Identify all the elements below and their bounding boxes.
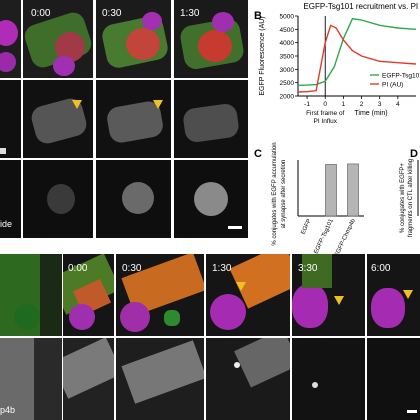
- arrowhead-icon: [236, 282, 246, 291]
- panel-a-egfp-t2: [96, 80, 171, 158]
- arrowhead-icon: [153, 100, 163, 109]
- scale-bar: [407, 410, 417, 413]
- panel-d-chart: % conjugates with EGFP+ fragments on CTL …: [400, 159, 419, 237]
- timepoint-label: 0:00: [31, 8, 51, 19]
- panel-a-merge-t1: 0:00: [23, 0, 93, 78]
- x-axis-label: Time (min): [354, 110, 387, 117]
- x-tick-label: EGFP: [300, 218, 312, 235]
- first-frame-label: First frame of: [306, 110, 344, 117]
- panel-e-gray-t4: [292, 338, 365, 420]
- first-frame-label: PI Influx: [313, 118, 337, 125]
- panel-a-pi-t2: [96, 160, 171, 238]
- row-label-fragment: [0, 148, 6, 154]
- timepoint-label: 0:00: [68, 263, 88, 274]
- y-tick-label: 3500: [280, 54, 295, 61]
- panel-e-gray-t2: [116, 338, 204, 420]
- y-tick-label: 3000: [280, 67, 295, 74]
- series-line-pi: [297, 24, 417, 93]
- x-tick-label: 3: [378, 101, 382, 108]
- bar: [347, 163, 359, 217]
- panel-a-pi-pre: ide: [0, 160, 21, 238]
- panel-b-chart: EGFP-Tsg101 recruitment vs. PI in2000250…: [259, 2, 420, 125]
- x-tick-label: EGFP-Chmp4b: [334, 218, 357, 258]
- timepoint-label: 0:30: [102, 8, 122, 19]
- timepoint-label: 3:30: [298, 263, 318, 274]
- panel-e-merge-t2: 0:30: [116, 254, 204, 336]
- panel-e-merge-t1: 0:00: [63, 254, 114, 336]
- panel-a-merge-pre: [0, 0, 21, 78]
- panel-e-merge-t5: 6:00: [367, 254, 420, 336]
- panel-e-gray-t5: [367, 338, 420, 420]
- panel-b-letter: B: [254, 10, 262, 22]
- timepoint-label: 6:00: [371, 263, 391, 274]
- panel-e-gray-t3: [206, 338, 290, 420]
- y-axis-label: fragments on CTL after killing: [408, 159, 414, 237]
- panel-e-gray-pre: p4b: [0, 338, 62, 420]
- panel-a-egfp-t3: [174, 80, 248, 158]
- x-tick-label: 0: [323, 101, 327, 108]
- legend-label: PI (AU): [382, 82, 403, 89]
- chart-title: EGFP-Tsg101 recruitment vs. PI in: [303, 2, 420, 11]
- panel-a-pi-t3: [174, 160, 248, 238]
- row-label-fragment: ide: [0, 219, 13, 229]
- x-tick-label: 2: [360, 101, 364, 108]
- panel-d-letter: D: [410, 148, 418, 160]
- timepoint-label: 1:30: [212, 263, 232, 274]
- panel-a-egfp-pre: [0, 80, 21, 158]
- panel-e-merge-pre: [0, 254, 62, 336]
- panel-a-merge-t3: 1:30: [174, 0, 248, 78]
- panel-a-pi-t1: [23, 160, 93, 238]
- y-axis-label: EGFP Fluorescence (AU): [259, 16, 266, 95]
- y-tick-label: 4000: [280, 40, 295, 47]
- panel-c-letter: C: [254, 148, 262, 160]
- panel-c-chart: % conjugates with EGFP accumulation at sy…: [272, 142, 364, 258]
- bar: [325, 164, 337, 217]
- y-axis-label: % conjugates with EGFP accumulation: [272, 142, 278, 245]
- scale-bar: [228, 226, 242, 229]
- legend-label: EGFP-Tsg101: [382, 73, 420, 80]
- panel-a-merge-t2: 0:30: [96, 0, 171, 78]
- panel-e-merge-t3: 1:30: [206, 254, 290, 336]
- x-tick-label: 4: [396, 101, 400, 108]
- x-tick-label: -1: [304, 101, 310, 108]
- timepoint-label: 0:30: [122, 263, 142, 274]
- arrowhead-icon: [334, 296, 344, 305]
- panel-e-gray-t1: [63, 338, 114, 420]
- timepoint-label: 1:30: [180, 8, 200, 19]
- y-tick-label: 5000: [280, 14, 295, 21]
- row-label-fragment: p4b: [0, 405, 16, 415]
- y-tick-label: 2500: [280, 80, 295, 87]
- y-axis-label: at synapse after secretion: [281, 160, 287, 229]
- panel-a-egfp-t1: [23, 80, 93, 158]
- panel-e-merge-t4: 3:30: [292, 254, 365, 336]
- y-tick-label: 2000: [280, 94, 295, 101]
- arrowhead-icon: [403, 290, 413, 299]
- y-tick-label: 4500: [280, 27, 295, 34]
- x-tick-label: EGFP-Tsg101: [313, 218, 335, 255]
- y-axis-label: % conjugates with EGFP+: [400, 163, 406, 233]
- arrowhead-icon: [72, 100, 82, 109]
- x-tick-label: 1: [342, 101, 346, 108]
